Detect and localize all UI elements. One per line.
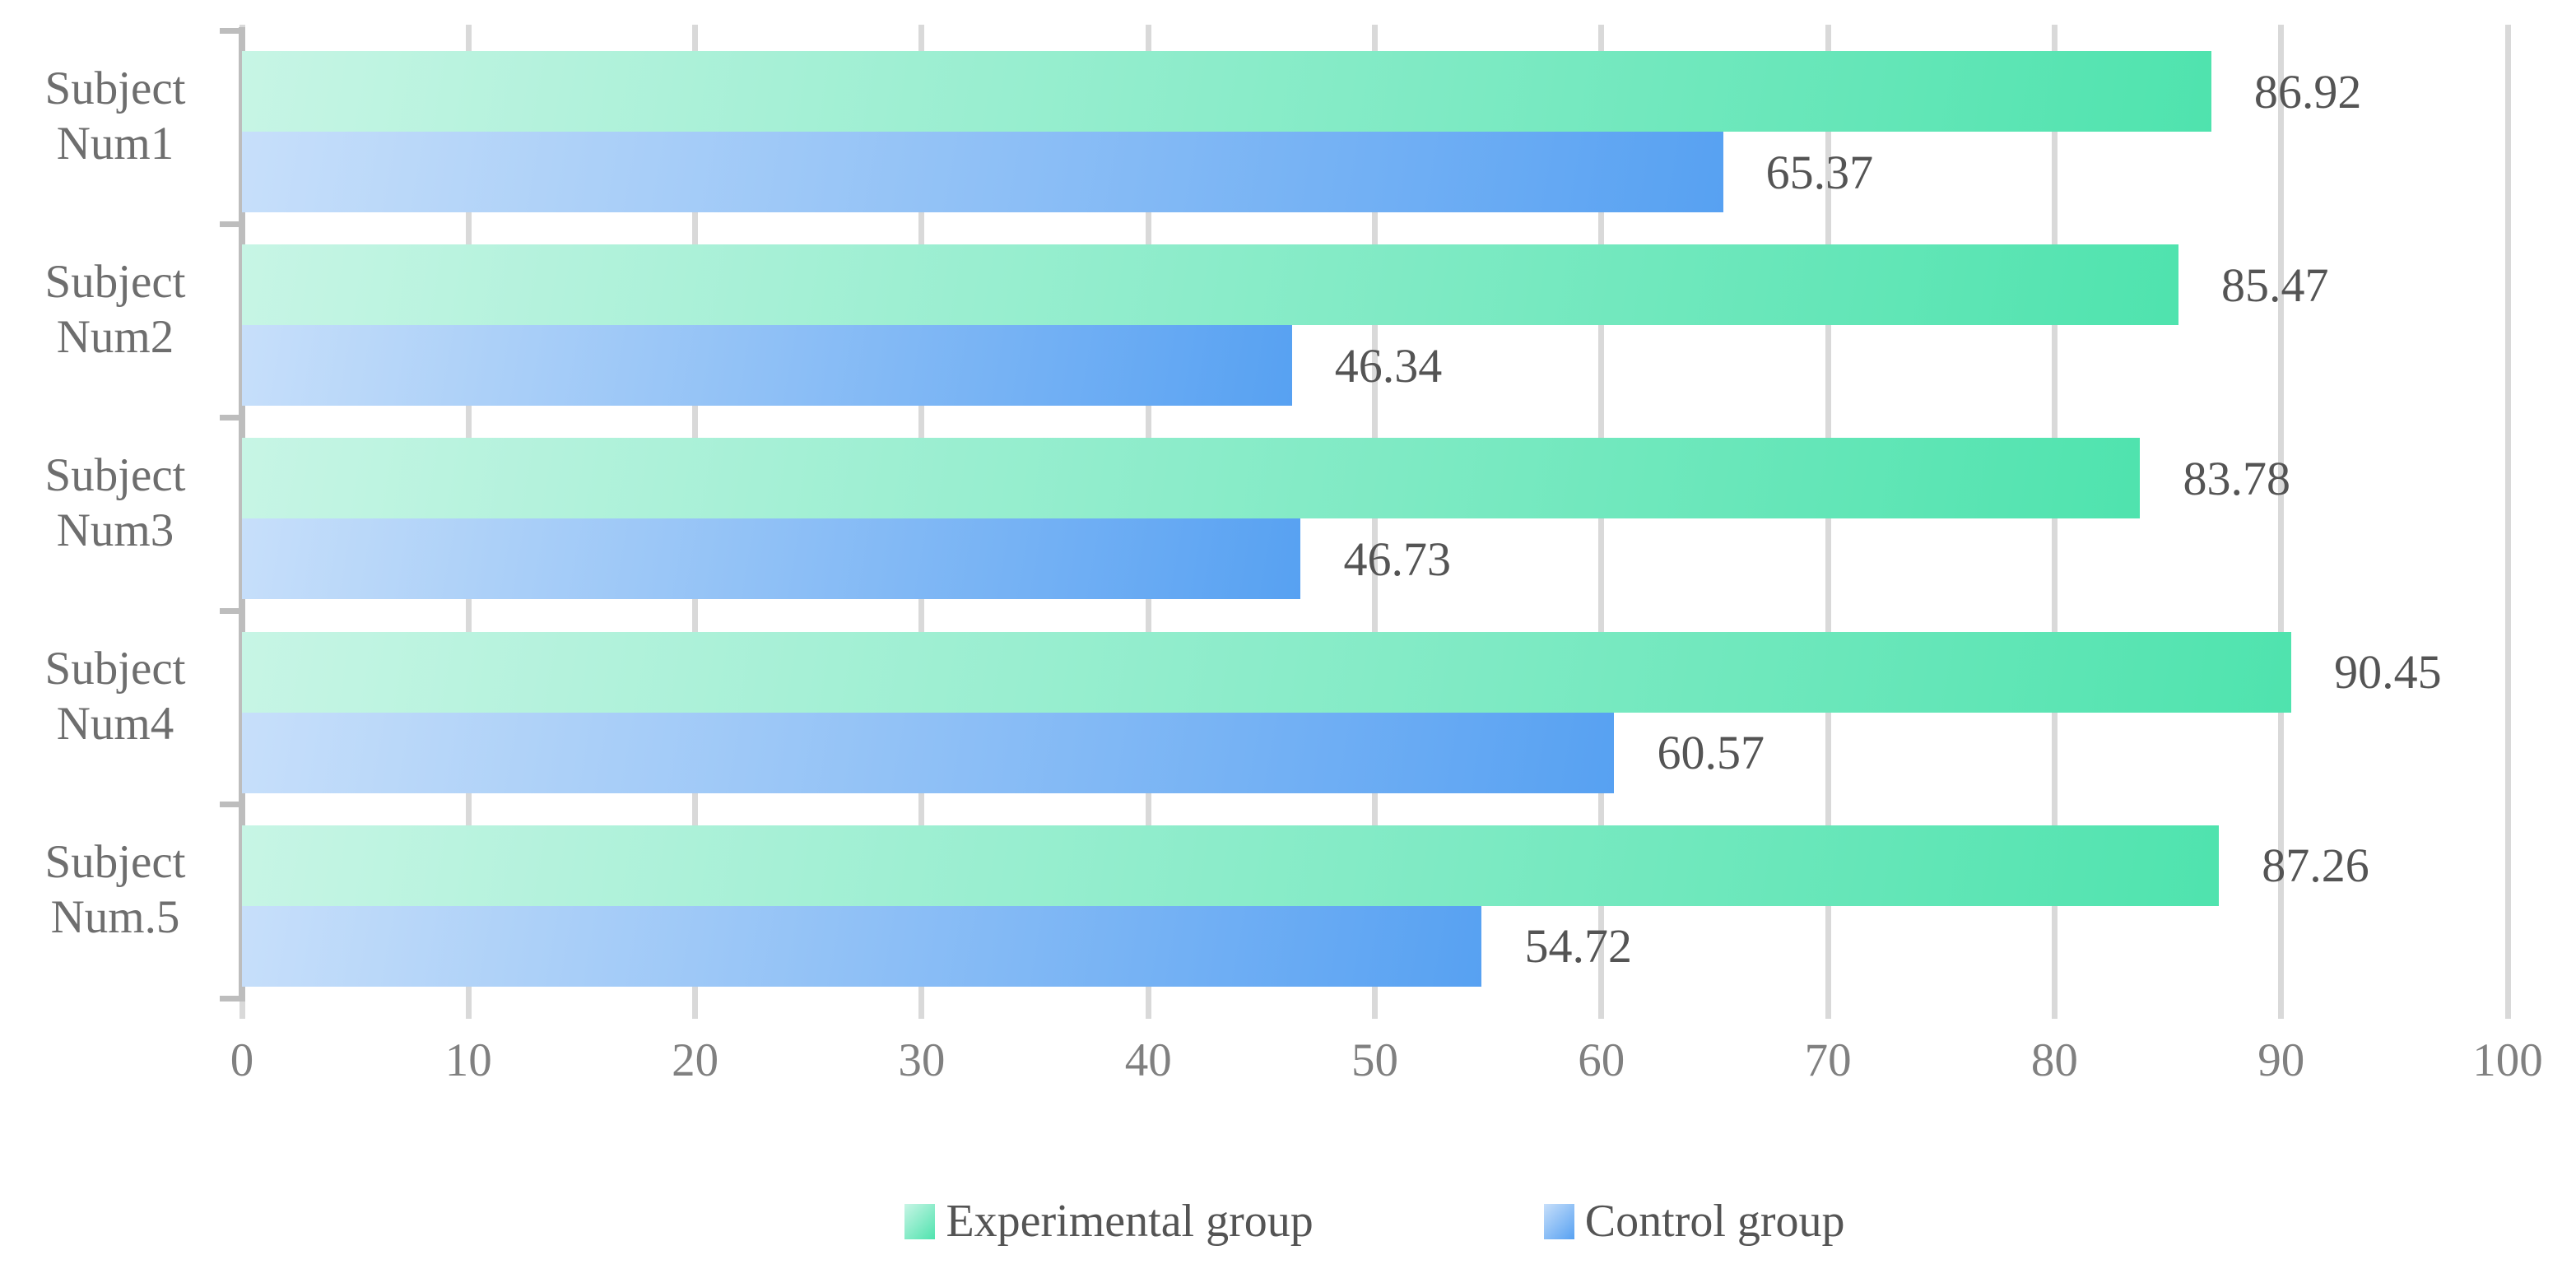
control-bar (242, 518, 1301, 600)
data-label-control: 46.73 (1343, 532, 1451, 586)
x-axis-tick (2504, 998, 2511, 1019)
data-label-experimental: 87.26 (2262, 839, 2369, 893)
data-label-control: 46.34 (1334, 338, 1443, 393)
y-axis-tick (220, 221, 239, 227)
y-axis-tick (220, 414, 239, 421)
y-axis-tick (220, 995, 239, 1001)
x-axis-tick (1372, 998, 1378, 1019)
legend-label-control: Control group (1584, 1196, 1845, 1247)
x-tick-label: 20 (672, 1034, 719, 1086)
x-axis-tick (239, 998, 245, 1019)
y-axis-tick (220, 802, 239, 808)
category-label: Subject Num.5 (0, 834, 230, 945)
experimental-swatch-icon (904, 1203, 936, 1239)
category-label-line: Subject (44, 836, 186, 889)
x-tick-label: 30 (898, 1034, 946, 1086)
category-label-line: Subject (44, 62, 186, 114)
x-axis-tick (918, 998, 925, 1019)
category-label: Subject Num1 (0, 61, 230, 171)
legend-item-control: Control group (1543, 1195, 1845, 1248)
category-label: Subject Num3 (0, 448, 230, 558)
data-label-control: 65.37 (1765, 145, 1874, 199)
x-tick-label: 10 (444, 1034, 492, 1086)
y-axis-tick (220, 608, 239, 615)
data-label-experimental: 83.78 (2183, 451, 2290, 505)
x-tick-label: 100 (2472, 1034, 2543, 1086)
experimental-bar (242, 51, 2211, 132)
gridline (2278, 25, 2285, 998)
data-label-experimental: 86.92 (2253, 64, 2362, 119)
category-label-line: Num1 (56, 117, 174, 170)
x-tick-label: 0 (230, 1034, 254, 1086)
x-axis-tick (1825, 998, 1831, 1019)
category-label-line: Subject (44, 449, 186, 501)
legend: Experimental group Control group (242, 1195, 2508, 1248)
control-bar (242, 325, 1292, 407)
control-bar (242, 712, 1615, 793)
category-label-line: Num.5 (50, 891, 180, 944)
x-axis-tick (1145, 998, 1151, 1019)
x-tick-label: 50 (1351, 1034, 1398, 1086)
control-bar (242, 905, 1482, 987)
x-tick-label: 80 (2030, 1034, 2078, 1086)
x-axis-tick (465, 998, 472, 1019)
x-tick-label: 60 (1578, 1034, 1625, 1086)
x-tick-label: 70 (1804, 1034, 1852, 1086)
category-label-line: Num4 (56, 698, 174, 751)
category-label: Subject Num2 (0, 254, 230, 365)
experimental-bar (242, 825, 2220, 906)
data-label-experimental: 90.45 (2334, 645, 2442, 699)
legend-item-experimental: Experimental group (904, 1195, 1314, 1248)
control-bar (242, 132, 1723, 212)
x-tick-label: 90 (2257, 1034, 2305, 1086)
legend-label-experimental: Experimental group (946, 1196, 1314, 1247)
gridline (2504, 25, 2511, 998)
category-label-line: Num3 (56, 504, 174, 556)
data-label-experimental: 85.47 (2220, 258, 2329, 312)
data-label-control: 54.72 (1524, 919, 1632, 974)
category-label: Subject Num4 (0, 641, 230, 751)
y-axis-tick (220, 27, 239, 34)
experimental-bar (242, 244, 2178, 326)
experimental-bar (242, 631, 2292, 713)
category-label-line: Num2 (56, 310, 174, 363)
control-swatch-icon (1543, 1203, 1574, 1239)
x-axis-tick (692, 998, 699, 1019)
x-axis-tick (1598, 998, 1605, 1019)
x-axis-tick (2051, 998, 2058, 1019)
data-label-control: 60.57 (1657, 726, 1765, 780)
experimental-bar (242, 438, 2141, 519)
category-label-line: Subject (44, 255, 186, 308)
category-label-line: Subject (44, 643, 186, 695)
x-axis-tick (2278, 998, 2285, 1019)
x-tick-label: 40 (1124, 1034, 1172, 1086)
